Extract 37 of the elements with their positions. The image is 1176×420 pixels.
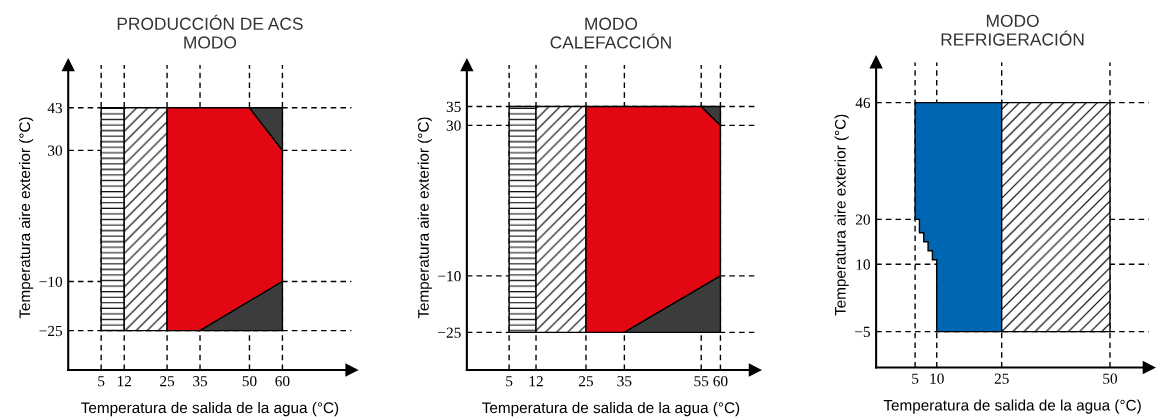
x-axis-title: Temperatura de salida de la agua (°C) <box>482 401 740 417</box>
x-tick-label: 12 <box>117 376 132 387</box>
x-tick-label: 55 <box>694 376 709 387</box>
y-tick-label: 35 <box>446 101 461 112</box>
x-axis-title: Temperatura de salida de la agua (°C) <box>81 401 339 417</box>
x-tick-label: 50 <box>1103 373 1118 384</box>
y-tick-label: −25 <box>438 327 461 338</box>
y-tick-label: 30 <box>48 145 63 156</box>
y-axis-title: Temperatura aire exterior (°C) <box>417 117 432 319</box>
chart-title: PRODUCCIÓN DE ACS MODO <box>117 14 303 49</box>
y-tick-label: 43 <box>47 102 63 114</box>
x-tick-label: 60 <box>713 376 728 387</box>
x-tick-label: 35 <box>617 376 632 387</box>
x-tick-label: 35 <box>193 376 208 387</box>
chart-title: MODO REFRIGERACIÓN <box>941 14 1084 46</box>
y-tick-label: −10 <box>39 276 63 287</box>
x-tick-label: 5 <box>98 376 105 387</box>
chart-title: MODO CALEFACCIÓN <box>550 17 671 49</box>
y-tick-label: −25 <box>39 325 63 337</box>
x-tick-label: 10 <box>930 373 944 384</box>
x-axis-title: Temperatura de salida de la agua (°C) <box>883 399 1141 414</box>
y-tick-label: 10 <box>856 259 870 270</box>
y-tick-label: −5 <box>855 326 870 338</box>
x-tick-label: 12 <box>529 376 543 387</box>
y-tick-label: 46 <box>855 97 871 109</box>
y-axis-title: Temperatura aire exterior (°C) <box>18 117 34 319</box>
x-tick-label: 25 <box>578 376 593 387</box>
x-tick-label: 60 <box>275 376 290 387</box>
x-tick-label: 25 <box>160 376 175 387</box>
y-tick-label: −10 <box>438 271 461 282</box>
x-tick-label: 50 <box>242 376 257 387</box>
x-tick-label: 5 <box>912 373 919 384</box>
y-tick-label: 30 <box>446 120 461 131</box>
x-tick-label: 25 <box>994 373 1009 384</box>
x-tick-label: 5 <box>506 376 513 387</box>
y-axis-title: Temperatura aire exterior (°C) <box>834 114 849 316</box>
y-tick-label: 20 <box>855 214 870 225</box>
